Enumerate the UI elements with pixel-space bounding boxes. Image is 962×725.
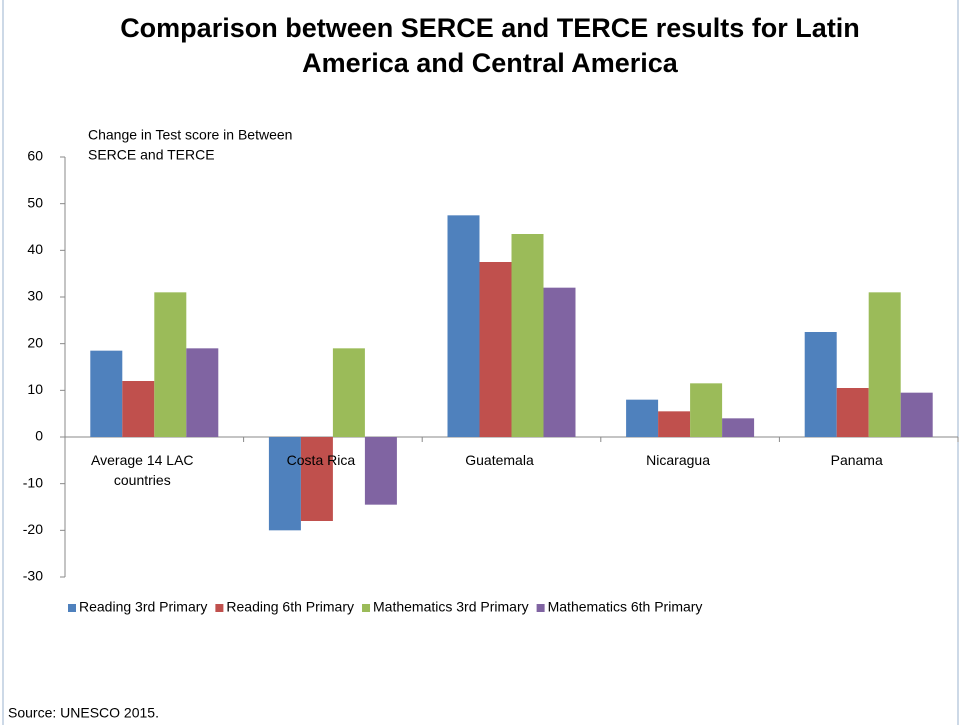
y-tick-label: 40 [27, 241, 43, 257]
bar [122, 381, 155, 437]
x-tick-label: Nicaragua [646, 452, 710, 468]
y-tick-label: -30 [23, 568, 43, 584]
bar [722, 418, 755, 437]
bar [658, 411, 691, 437]
y-axis-label: Change in Test score in Between [88, 127, 292, 143]
chart-title: America and Central America [302, 48, 679, 78]
x-tick-label: Costa Rica [286, 452, 356, 468]
bar [364, 437, 397, 505]
y-tick-label: 50 [27, 194, 43, 210]
y-tick-label: -10 [23, 474, 43, 490]
legend-label: Mathematics 3rd Primary [373, 599, 529, 615]
legend-label: Reading 6th Primary [226, 599, 354, 615]
bar [300, 437, 333, 521]
chart-title: Comparison between SERCE and TERCE resul… [120, 13, 860, 43]
bar [479, 262, 512, 437]
bar [447, 215, 480, 437]
y-tick-label: 60 [27, 148, 43, 164]
bar [626, 399, 659, 437]
y-tick-label: 10 [27, 381, 43, 397]
y-axis-label: SERCE and TERCE [88, 147, 215, 163]
legend-swatch [536, 604, 545, 612]
y-tick-label: -20 [23, 521, 43, 537]
source: Source: UNESCO 2015. [8, 705, 159, 721]
legend-label: Mathematics 6th Primary [548, 599, 703, 615]
bar [268, 437, 301, 531]
bar [511, 234, 544, 437]
bar [186, 348, 219, 437]
legend-swatch [362, 604, 371, 612]
x-tick-label: Average 14 LAC countries [91, 452, 194, 488]
y-tick-label: 0 [35, 428, 43, 444]
bar [543, 287, 576, 437]
y-tick-label: 20 [27, 334, 43, 350]
bar [900, 392, 933, 437]
legend-swatch [68, 604, 76, 612]
bar [90, 350, 123, 437]
x-tick-label: Panama [830, 452, 883, 468]
legend-label: Reading 3rd Primary [79, 599, 207, 615]
bar [868, 292, 901, 437]
bar [836, 388, 869, 437]
bar [690, 383, 723, 437]
bar [332, 348, 365, 437]
legend-swatch [215, 604, 224, 612]
x-tick-label: Guatemala [465, 452, 534, 468]
bar [154, 292, 187, 437]
bar [804, 332, 837, 437]
y-tick-label: 30 [27, 288, 43, 304]
